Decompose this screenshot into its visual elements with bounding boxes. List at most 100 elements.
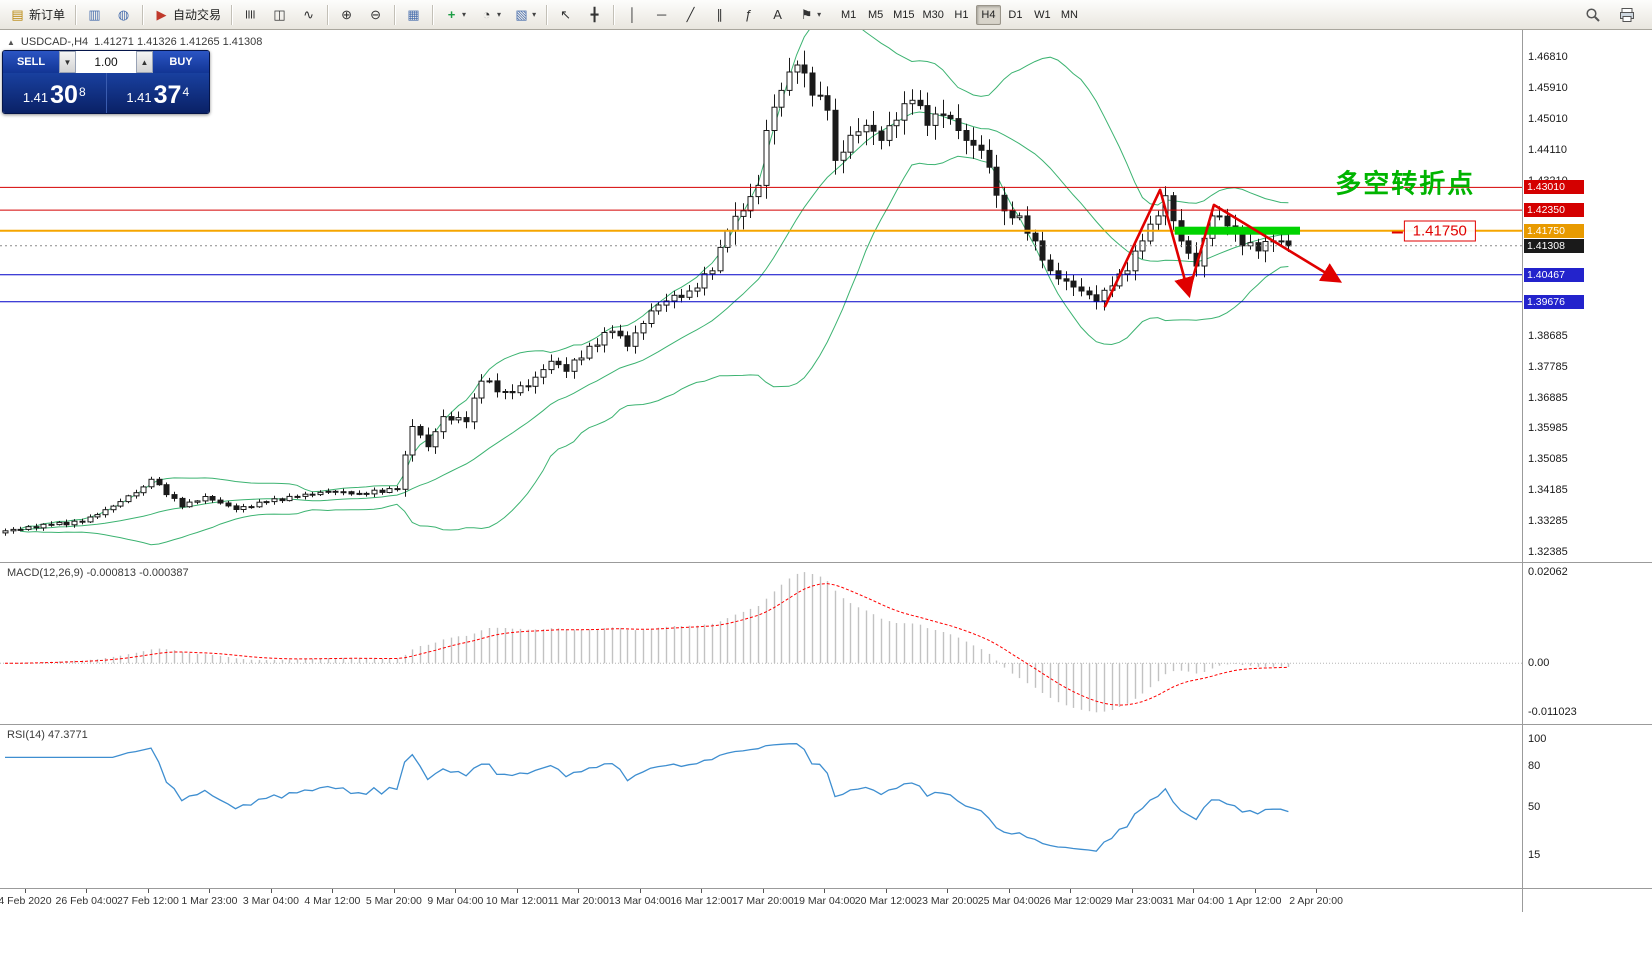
- new-order-button[interactable]: ▤ 新订单: [4, 2, 70, 28]
- indicators-button[interactable]: + ▾: [438, 2, 471, 28]
- price-axis-label: 1.45910: [1528, 81, 1568, 94]
- sell-button[interactable]: SELL: [3, 51, 59, 73]
- zoom-out-button[interactable]: ⊖: [362, 2, 389, 28]
- timeframe-h4[interactable]: H4: [975, 4, 1001, 25]
- time-axis-label: 26 Feb 04:00: [55, 895, 118, 907]
- timeframe-m1[interactable]: M1: [840, 8, 857, 21]
- templates-button[interactable]: ▧ ▾: [508, 2, 541, 28]
- candlestick-chart-button[interactable]: ◫: [266, 2, 293, 28]
- channel-button[interactable]: ∥: [706, 2, 733, 28]
- arrows-button[interactable]: ⚑ ▾: [793, 2, 826, 28]
- text-button[interactable]: A: [764, 2, 791, 28]
- price-level-annotation[interactable]: 1.41750: [1391, 220, 1476, 242]
- rsi-panel-canvas[interactable]: [0, 725, 1522, 887]
- new-order-icon: ▤: [11, 7, 24, 22]
- timeframe-m30[interactable]: M30: [922, 8, 944, 21]
- toolbar-buttons: ▤ 新订单 ▥ ◍ ▶ 自动交易 ≣ ◫ ∿ ⊕ ⊖ ▦ + ▾ ◔ ▾ ▧ ▾ ↖ ╋ │ ─ ╱ ∥ ƒ A ⚑ ▾: [3, 2, 827, 28]
- price-tag: 1.41308: [1524, 238, 1584, 253]
- sell-price-main: 30: [50, 81, 78, 109]
- time-tick: [393, 889, 395, 893]
- time-tick: [701, 889, 703, 893]
- new-order-button-label: 新订单: [29, 8, 66, 22]
- timeframe-w1[interactable]: W1: [1034, 8, 1051, 21]
- horizontal-line-button[interactable]: ─: [648, 2, 675, 28]
- timeframe-mn[interactable]: MN: [1060, 8, 1078, 21]
- cursor-button[interactable]: ↖: [552, 2, 579, 28]
- text-icon: A: [773, 7, 782, 22]
- volume-up-button[interactable]: ▲: [136, 51, 153, 73]
- volume-input[interactable]: [76, 51, 136, 73]
- macd-indicator-label: MACD(12,26,9) -0.000813 -0.000387: [7, 567, 189, 579]
- buy-price[interactable]: 1.41 37 4: [107, 73, 210, 113]
- panel-splitter[interactable]: [0, 888, 1652, 889]
- alerts-button[interactable]: ◍: [110, 2, 137, 28]
- volume-down-button[interactable]: ▼: [59, 51, 76, 73]
- bar-chart-icon: ≣: [243, 9, 259, 20]
- find-symbol-button[interactable]: [1580, 2, 1606, 28]
- panel-splitter[interactable]: [0, 724, 1652, 725]
- zoom-in-icon: ⊕: [341, 7, 352, 22]
- macd-axis-label: -0.011023: [1528, 706, 1577, 718]
- periods-button[interactable]: ◔ ▾: [473, 2, 506, 28]
- symbol-collapse-icon[interactable]: ▲: [7, 37, 15, 47]
- toolbar: ▤ 新订单 ▥ ◍ ▶ 自动交易 ≣ ◫ ∿ ⊕ ⊖ ▦ + ▾ ◔ ▾ ▧ ▾ ↖ ╋ │ ─ ╱ ∥ ƒ A ⚑ ▾ M1 M5 M1…: [0, 0, 1652, 30]
- bar-chart-button[interactable]: ≣: [237, 2, 264, 28]
- buy-button[interactable]: BUY: [153, 51, 209, 73]
- price-scale[interactable]: 1.468101.459101.450101.441101.432101.386…: [1522, 30, 1652, 912]
- triangle-up-icon: ▲: [140, 57, 149, 67]
- chart-header: ▲ USDCAD-,H4 1.41271 1.41326 1.41265 1.4…: [7, 36, 262, 48]
- time-tick: [455, 889, 457, 893]
- zoom-out-icon: ⊖: [370, 7, 381, 22]
- macd-axis-label: 0.02062: [1528, 566, 1568, 578]
- time-axis-label: 26 Mar 12:00: [1039, 895, 1102, 907]
- time-tick: [270, 889, 272, 893]
- vertical-line-button[interactable]: │: [619, 2, 646, 28]
- time-tick: [762, 889, 764, 893]
- timeframe-m15[interactable]: M15: [893, 8, 915, 21]
- fibonacci-button[interactable]: ƒ: [735, 2, 762, 28]
- chevron-down-icon: ▾: [532, 10, 537, 19]
- timeframe-d1[interactable]: D1: [1008, 8, 1023, 21]
- buy-price-main: 37: [153, 81, 182, 109]
- template-icon: ▧: [515, 7, 528, 22]
- time-axis-label: 11 Mar 20:00: [547, 895, 609, 907]
- cursor-icon: ↖: [560, 7, 572, 22]
- price-axis-label: 1.32385: [1528, 545, 1568, 558]
- candlestick-icon: ◫: [273, 7, 286, 22]
- panel-splitter[interactable]: [0, 562, 1652, 563]
- time-tick: [332, 889, 334, 893]
- timeframe-h1[interactable]: H1: [954, 8, 969, 21]
- line-chart-button[interactable]: ∿: [295, 2, 322, 28]
- sell-price[interactable]: 1.41 30 8: [3, 73, 106, 113]
- tile-windows-button[interactable]: ▦: [400, 2, 427, 28]
- turning-point-annotation[interactable]: 多空转折点: [1335, 168, 1476, 199]
- vertical-line-icon: │: [628, 7, 637, 22]
- timeframe-m5[interactable]: M5: [867, 8, 884, 21]
- toolbar-separator: [327, 4, 329, 25]
- time-tick: [639, 889, 641, 893]
- main-chart-canvas[interactable]: [0, 30, 1522, 562]
- toolbar-separator: [231, 4, 233, 25]
- charts-button[interactable]: ▥: [81, 2, 108, 28]
- time-tick: [1131, 889, 1133, 893]
- time-axis-label: 9 Mar 04:00: [427, 895, 484, 907]
- print-button[interactable]: [1614, 2, 1640, 28]
- trendline-button[interactable]: ╱: [677, 2, 704, 28]
- time-axis-label: 20 Mar 12:00: [854, 895, 917, 907]
- autotrading-button[interactable]: ▶ 自动交易: [148, 2, 226, 28]
- time-axis[interactable]: 4 Feb 2020 26 Feb 04:00 27 Feb 12:00 1 Mar …: [0, 889, 1522, 913]
- price-axis-label: 1.33285: [1528, 515, 1568, 527]
- price-axis-label: 1.37785: [1528, 360, 1568, 373]
- megaphone-icon: ◍: [117, 7, 130, 22]
- time-tick: [147, 889, 149, 893]
- clock-icon: ◔: [482, 7, 491, 22]
- macd-panel-canvas[interactable]: [0, 563, 1522, 723]
- time-axis-label: 2 Apr 20:00: [1289, 895, 1343, 907]
- price-axis-label: 1.36885: [1528, 391, 1568, 404]
- crosshair-button[interactable]: ╋: [581, 2, 608, 28]
- time-axis-label: 10 Mar 12:00: [485, 895, 548, 907]
- line-chart-icon: ∿: [303, 7, 314, 22]
- zoom-in-button[interactable]: ⊕: [333, 2, 360, 28]
- toolbar-separator: [142, 4, 144, 25]
- time-tick: [1316, 889, 1318, 893]
